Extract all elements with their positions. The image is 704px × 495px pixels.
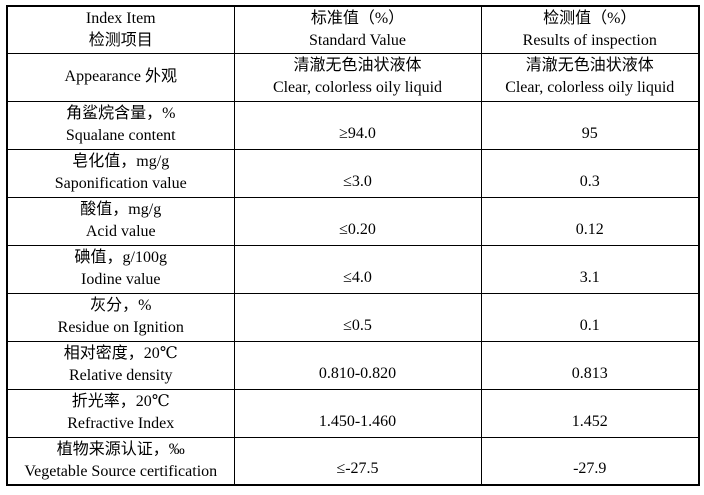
result-value: 1.452 (571, 412, 608, 430)
standard-value: ≤3.0 (343, 172, 372, 190)
cell-standard: 1.450-1.460 (233, 388, 482, 438)
result-value-en: Clear, colorless oily liquid (505, 79, 675, 96)
standard-value: ≤-27.5 (336, 460, 379, 477)
header-standard-en: Standard Value (308, 31, 406, 49)
table-row-appearance: Appearance 外观 清澈无色油状液体 Clear, colorless … (6, 52, 700, 102)
item-label-en: Relative density (68, 367, 173, 384)
header-standard-zh: 标准值（%） (310, 9, 405, 27)
standard-value: ≤0.20 (339, 220, 376, 238)
item-label-zh: 碘值，g/100g (74, 249, 167, 266)
inspection-spec-table: Index Item 检测项目 标准值（%） Standard Value 检测… (6, 5, 700, 486)
cell-result-appearance: 清澈无色油状液体 Clear, colorless oily liquid (480, 52, 700, 102)
item-label-zh: 角鲨烷含量，% (66, 105, 176, 122)
item-label-en: Residue on Ignition (57, 319, 184, 336)
cell-item: 折光率，20℃ Refractive Index (6, 388, 235, 438)
item-label-en: Refractive Index (67, 415, 175, 432)
table-header-row: Index Item 检测项目 标准值（%） Standard Value 检测… (6, 5, 700, 54)
item-label-en: Vegetable Source certification (24, 462, 218, 480)
standard-value: ≥94.0 (339, 124, 376, 142)
table-row-relative-density: 相对密度，20℃ Relative density 0.810-0.820 0.… (6, 340, 700, 390)
item-label-zh: 折光率，20℃ (71, 393, 170, 410)
header-result-zh: 检测值（%） (543, 9, 637, 27)
item-label-en: Acid value (85, 223, 156, 240)
item-label-zh: 酸值，mg/g (80, 201, 162, 218)
item-label: Appearance 外观 (64, 68, 177, 85)
result-value: 0.1 (579, 316, 600, 334)
standard-value-zh: 清澈无色油状液体 (293, 57, 422, 74)
item-label-en: Squalane content (65, 127, 176, 144)
cell-item-appearance: Appearance 外观 (6, 52, 235, 102)
table-row-residue-on-ignition: 灰分，% Residue on Ignition ≤0.5 0.1 (6, 292, 700, 342)
result-value: 0.3 (579, 172, 600, 190)
cell-result: 0.12 (480, 196, 700, 246)
cell-item: 灰分，% Residue on Ignition (6, 292, 235, 342)
cell-result: 1.452 (480, 388, 700, 438)
cell-item: 相对密度，20℃ Relative density (6, 340, 235, 390)
standard-value: ≤0.5 (343, 316, 372, 334)
header-cell-index-item: Index Item 检测项目 (6, 5, 235, 54)
cell-standard: ≤-27.5 (233, 436, 482, 486)
standard-value: 1.450-1.460 (318, 412, 397, 430)
header-index-item-en: Index Item (85, 9, 156, 27)
table-row-saponification-value: 皂化值，mg/g Saponification value ≤3.0 0.3 (6, 148, 700, 198)
cell-item: 碘值，g/100g Iodine value (6, 244, 235, 294)
cell-standard: ≤0.20 (233, 196, 482, 246)
result-value: 3.1 (579, 268, 600, 286)
cell-standard: ≥94.0 (233, 100, 482, 150)
result-value: 95 (581, 124, 598, 142)
header-result-en: Results of inspection (522, 31, 657, 49)
cell-result: 0.1 (480, 292, 700, 342)
item-label-zh: 植物来源认证，‰ (56, 440, 185, 458)
table-row-squalane-content: 角鲨烷含量，% Squalane content ≥94.0 95 (6, 100, 700, 150)
table-row-acid-value: 酸值，mg/g Acid value ≤0.20 0.12 (6, 196, 700, 246)
result-value: 0.813 (571, 364, 608, 382)
table-row-vegetable-source-certification: 植物来源认证，‰ Vegetable Source certification … (6, 436, 700, 486)
cell-result: 95 (480, 100, 700, 150)
cell-result: 0.3 (480, 148, 700, 198)
cell-result: 3.1 (480, 244, 700, 294)
cell-item: 皂化值，mg/g Saponification value (6, 148, 235, 198)
cell-standard: ≤3.0 (233, 148, 482, 198)
item-label-zh: 灰分，% (90, 297, 152, 314)
result-value: -27.9 (573, 460, 607, 477)
cell-item: 角鲨烷含量，% Squalane content (6, 100, 235, 150)
header-cell-result-value: 检测值（%） Results of inspection (480, 5, 700, 54)
cell-result: 0.813 (480, 340, 700, 390)
cell-standard: ≤4.0 (233, 244, 482, 294)
header-cell-standard-value: 标准值（%） Standard Value (233, 5, 482, 54)
standard-value: ≤4.0 (343, 268, 372, 286)
cell-item: 植物来源认证，‰ Vegetable Source certification (6, 436, 235, 486)
cell-standard-appearance: 清澈无色油状液体 Clear, colorless oily liquid (233, 52, 482, 102)
item-label-zh: 相对密度，20℃ (63, 345, 178, 362)
item-label-zh: 皂化值，mg/g (72, 153, 170, 170)
header-index-item-zh: 检测项目 (88, 31, 153, 49)
cell-standard: ≤0.5 (233, 292, 482, 342)
cell-item: 酸值，mg/g Acid value (6, 196, 235, 246)
cell-result: -27.9 (480, 436, 700, 486)
standard-value: 0.810-0.820 (318, 364, 397, 382)
item-label-en: Saponification value (54, 175, 187, 192)
table-row-refractive-index: 折光率，20℃ Refractive Index 1.450-1.460 1.4… (6, 388, 700, 438)
standard-value-en: Clear, colorless oily liquid (272, 79, 443, 96)
result-value: 0.12 (575, 220, 604, 238)
cell-standard: 0.810-0.820 (233, 340, 482, 390)
table-row-iodine-value: 碘值，g/100g Iodine value ≤4.0 3.1 (6, 244, 700, 294)
item-label-en: Iodine value (80, 271, 161, 288)
result-value-zh: 清澈无色油状液体 (525, 57, 654, 74)
